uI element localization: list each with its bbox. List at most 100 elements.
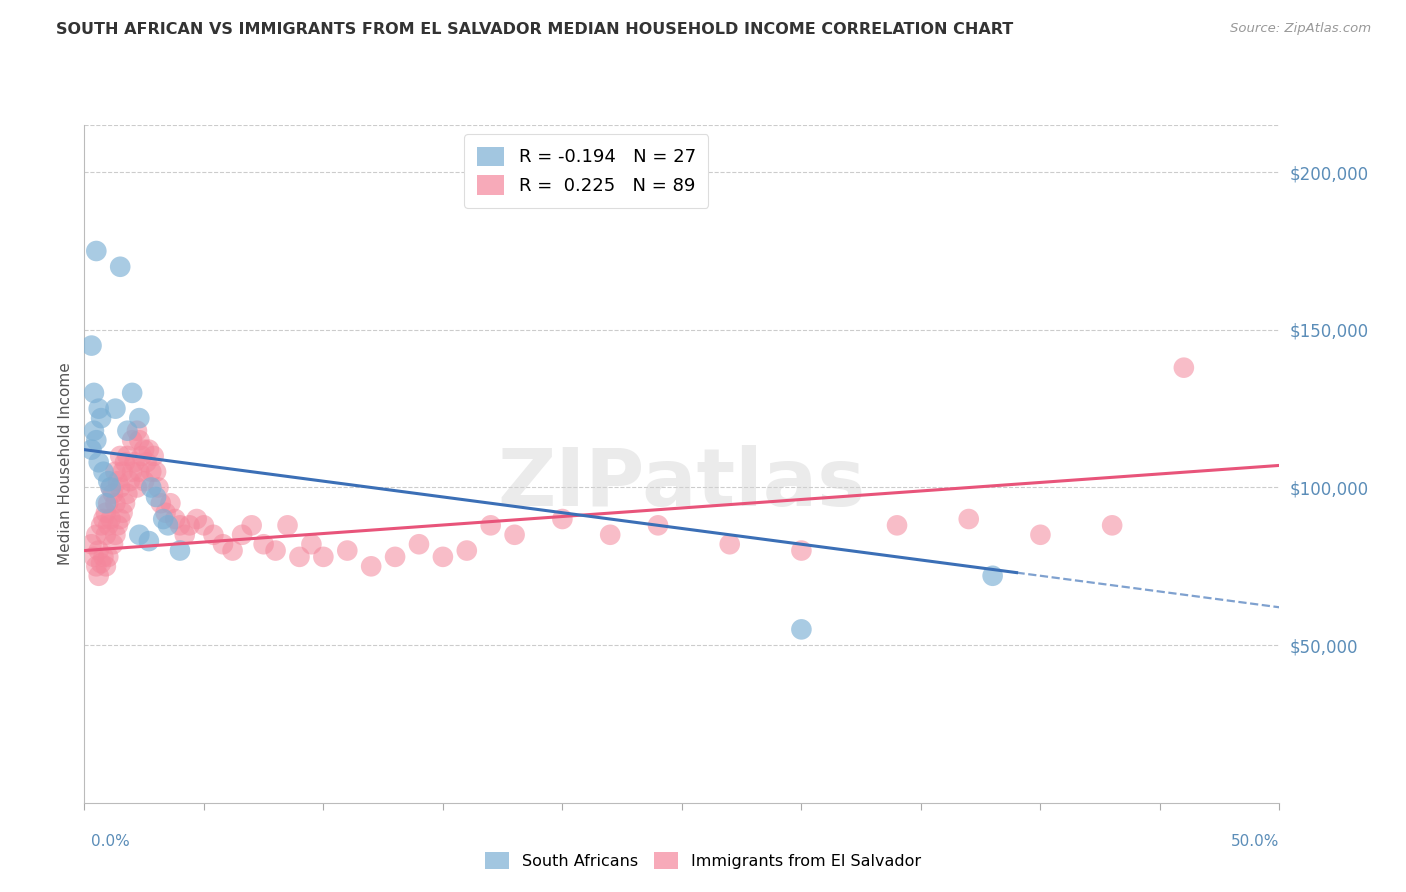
Point <box>456 543 478 558</box>
Point <box>718 537 741 551</box>
Point <box>193 518 215 533</box>
Point <box>173 528 195 542</box>
Point <box>141 481 163 495</box>
Point <box>111 506 134 520</box>
Point <box>83 385 105 400</box>
Point <box>312 549 335 564</box>
Point <box>97 496 120 510</box>
Point <box>86 528 108 542</box>
Point <box>159 496 181 510</box>
Point <box>128 433 150 447</box>
Legend: R = -0.194   N = 27, R =  0.225   N = 89: R = -0.194 N = 27, R = 0.225 N = 89 <box>464 134 709 208</box>
Point <box>80 537 103 551</box>
Point <box>97 474 120 488</box>
Point <box>125 481 148 495</box>
Point <box>100 481 122 495</box>
Point <box>152 512 174 526</box>
Point <box>148 481 170 495</box>
Point <box>114 496 136 510</box>
Point <box>957 512 980 526</box>
Text: SOUTH AFRICAN VS IMMIGRANTS FROM EL SALVADOR MEDIAN HOUSEHOLD INCOME CORRELATION: SOUTH AFRICAN VS IMMIGRANTS FROM EL SALV… <box>56 22 1014 37</box>
Point <box>101 487 124 501</box>
Point <box>131 449 153 463</box>
Point <box>94 528 117 542</box>
Point <box>110 449 132 463</box>
Point <box>100 512 122 526</box>
Point <box>86 559 108 574</box>
Point <box>128 528 150 542</box>
Point <box>145 465 167 479</box>
Point <box>107 518 129 533</box>
Point <box>221 543 243 558</box>
Point <box>100 481 122 495</box>
Point <box>212 537 235 551</box>
Point <box>104 401 127 416</box>
Point <box>384 549 406 564</box>
Point <box>155 506 177 520</box>
Point <box>104 465 127 479</box>
Point <box>202 528 225 542</box>
Point <box>1101 518 1123 533</box>
Point <box>1173 360 1195 375</box>
Point <box>87 543 110 558</box>
Point <box>179 518 201 533</box>
Point <box>110 260 132 274</box>
Point <box>94 496 117 510</box>
Point <box>104 528 127 542</box>
Text: 50.0%: 50.0% <box>1232 834 1279 849</box>
Point <box>111 465 134 479</box>
Point <box>360 559 382 574</box>
Point <box>128 411 150 425</box>
Point <box>790 623 813 637</box>
Point <box>94 506 117 520</box>
Point <box>121 433 143 447</box>
Point <box>117 449 139 463</box>
Point <box>124 455 146 469</box>
Point <box>87 455 110 469</box>
Point <box>132 474 156 488</box>
Point <box>125 424 148 438</box>
Legend: South Africans, Immigrants from El Salvador: South Africans, Immigrants from El Salva… <box>479 846 927 875</box>
Point <box>886 518 908 533</box>
Point <box>186 512 208 526</box>
Point <box>599 528 621 542</box>
Point <box>86 433 108 447</box>
Point <box>981 568 1004 582</box>
Point <box>277 518 299 533</box>
Point <box>288 549 311 564</box>
Point <box>149 496 172 510</box>
Point <box>141 465 163 479</box>
Point <box>86 244 108 258</box>
Point <box>104 496 127 510</box>
Point <box>165 512 187 526</box>
Point <box>264 543 287 558</box>
Point <box>240 518 263 533</box>
Text: ZIPatlas: ZIPatlas <box>498 445 866 524</box>
Point <box>83 549 105 564</box>
Point <box>107 474 129 488</box>
Point <box>169 543 191 558</box>
Text: 0.0%: 0.0% <box>91 834 131 849</box>
Point <box>80 338 103 352</box>
Point <box>135 455 157 469</box>
Point <box>145 490 167 504</box>
Y-axis label: Median Household Income: Median Household Income <box>58 362 73 566</box>
Point <box>138 534 160 549</box>
Point <box>231 528 253 542</box>
Point <box>128 465 150 479</box>
Point <box>138 442 160 457</box>
Point <box>432 549 454 564</box>
Point <box>503 528 526 542</box>
Point <box>93 549 115 564</box>
Text: Source: ZipAtlas.com: Source: ZipAtlas.com <box>1230 22 1371 36</box>
Point <box>87 401 110 416</box>
Point <box>90 518 112 533</box>
Point <box>408 537 430 551</box>
Point <box>101 537 124 551</box>
Point <box>117 424 139 438</box>
Point <box>142 449 165 463</box>
Point <box>80 442 103 457</box>
Point <box>90 411 112 425</box>
Point <box>647 518 669 533</box>
Point <box>121 465 143 479</box>
